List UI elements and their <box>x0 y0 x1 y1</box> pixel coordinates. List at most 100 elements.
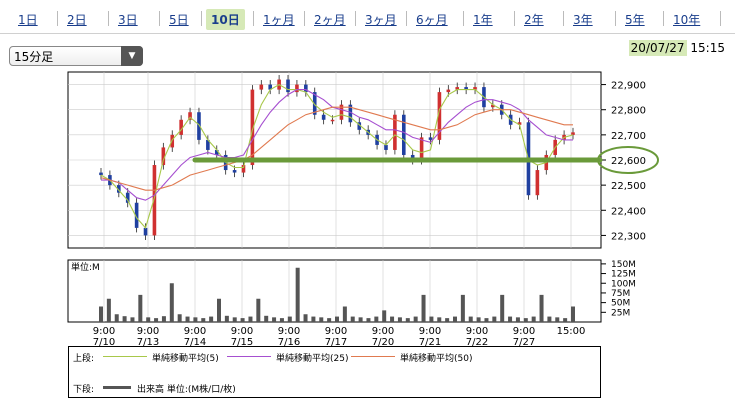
volume-bar <box>154 318 159 322</box>
candle-body <box>152 165 157 236</box>
candle-body <box>473 87 477 90</box>
tab-12[interactable]: 5年 <box>625 13 645 27</box>
volume-bar <box>99 306 103 322</box>
tab-1[interactable]: 2日 <box>67 13 87 27</box>
volume-bar <box>335 316 339 322</box>
volume-bar <box>185 316 190 322</box>
volume-bar <box>397 317 402 322</box>
legend-upper-label: 上段: <box>73 354 95 364</box>
volume-bar <box>547 316 552 322</box>
volume-bar <box>295 267 300 322</box>
volume-plot-frame <box>67 259 602 323</box>
candle-body <box>491 104 495 108</box>
tab-13[interactable]: 10年 <box>673 13 701 27</box>
volume-bar <box>130 317 135 322</box>
candle-body <box>117 185 121 193</box>
candle-body <box>188 112 192 120</box>
candle-body <box>179 119 183 135</box>
volume-tick-label: 125M <box>611 270 636 280</box>
volume-bar <box>500 294 505 322</box>
x-tick-date: 7/10 <box>93 337 115 348</box>
tab-separator <box>201 11 202 26</box>
x-tick-date: 7/20 <box>372 337 394 348</box>
x-tick-time: 9:00 <box>278 326 300 337</box>
volume-tick-label: 150M <box>611 260 636 270</box>
tab-6[interactable]: 2ヶ月 <box>314 13 346 27</box>
legend-volume-line <box>103 386 131 389</box>
tab-0[interactable]: 1日 <box>18 13 38 27</box>
datetime-date: 20/07/27 <box>628 40 687 56</box>
volume-bar <box>279 318 284 322</box>
volume-bar <box>193 317 198 322</box>
x-tick-date: 7/22 <box>466 337 488 348</box>
volume-bar <box>468 316 473 322</box>
datetime-time: 15:15 <box>690 41 725 55</box>
candle-body <box>143 227 148 236</box>
legend-volume-label: 出来高 単位:(M株/口/枚) <box>137 385 236 395</box>
tab-10[interactable]: 2年 <box>524 13 544 27</box>
legend-lower-label: 下段: <box>73 385 95 395</box>
tab-4[interactable]: 10日 <box>206 9 245 30</box>
highlight-circle <box>597 146 659 174</box>
volume-bar <box>224 315 229 322</box>
tab-8[interactable]: 6ヶ月 <box>416 13 448 27</box>
tab-9[interactable]: 1年 <box>473 13 493 27</box>
x-tick-time: 9:00 <box>231 326 253 337</box>
volume-bar <box>539 294 544 322</box>
interval-select[interactable]: 15分足 ▼ <box>9 46 143 66</box>
volume-bar <box>319 317 324 322</box>
candle-body <box>464 87 468 90</box>
volume-bar <box>209 316 214 322</box>
x-tick-date: 7/13 <box>137 337 159 348</box>
legend-sma50-label: 単純移動平均(50) <box>400 354 473 364</box>
candle-body <box>197 112 201 140</box>
candle-body <box>455 87 460 90</box>
tab-separator <box>720 11 721 26</box>
x-tick-date: 7/27 <box>513 337 535 348</box>
candle-body <box>330 119 335 122</box>
interval-select-value: 15分足 <box>14 50 54 64</box>
tab-separator <box>253 11 254 26</box>
tab-separator <box>57 11 58 26</box>
candle-body <box>259 84 264 90</box>
volume-bar <box>146 317 151 322</box>
volume-bar <box>342 306 347 322</box>
candle-body <box>125 192 130 203</box>
volume-tick-label: 100M <box>611 279 636 289</box>
volume-bar <box>453 316 457 322</box>
candle-body <box>393 114 397 150</box>
candle-body <box>304 84 308 93</box>
price-tick-label: 22,400 <box>611 206 646 217</box>
volume-bar <box>429 316 434 322</box>
tab-11[interactable]: 3年 <box>573 13 593 27</box>
candle-body <box>286 79 290 93</box>
candle-body <box>295 84 299 93</box>
candle-body <box>214 149 219 155</box>
x-tick-time: 9:00 <box>419 326 441 337</box>
x-tick-date: 7/15 <box>231 337 253 348</box>
candle-body <box>357 122 362 130</box>
volume-bar <box>484 318 489 322</box>
x-tick-time: 9:00 <box>513 326 535 337</box>
volume-bar <box>177 314 182 322</box>
tab-3[interactable]: 5日 <box>169 13 189 27</box>
tab-divider <box>0 33 735 34</box>
volume-bar <box>476 317 481 322</box>
candle-body <box>517 122 522 125</box>
volume-bar <box>264 315 269 322</box>
tab-7[interactable]: 3ヶ月 <box>365 13 397 27</box>
volume-bar <box>240 318 245 322</box>
tab-5[interactable]: 1ヶ月 <box>263 13 295 27</box>
volume-bar <box>437 317 442 322</box>
period-tabs: 1日 2日 3日 5日 10日 1ヶ月 2ヶ月 3ヶ月 6ヶ月 1年 2年 3年 5年 10年 <box>0 0 735 34</box>
volume-bar <box>272 317 277 322</box>
candle-body <box>134 202 139 228</box>
volume-bar <box>201 318 206 322</box>
chevron-down-icon[interactable]: ▼ <box>121 46 143 66</box>
tab-separator <box>159 11 160 26</box>
volume-bar <box>358 317 363 322</box>
tab-2[interactable]: 3日 <box>118 13 138 27</box>
tab-separator <box>615 11 616 26</box>
candle-body <box>384 144 388 150</box>
volume-bar <box>515 317 520 322</box>
